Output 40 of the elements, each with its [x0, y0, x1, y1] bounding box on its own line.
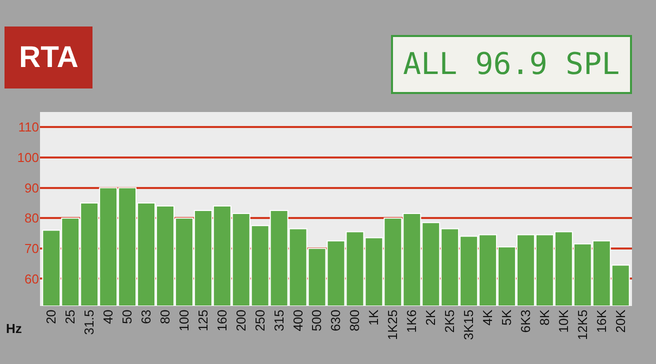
x-tick-label: 160: [214, 310, 230, 332]
x-tick-label: 2K5: [442, 310, 458, 333]
y-tick-label: 90: [24, 180, 39, 196]
x-tick-label: 25: [62, 310, 78, 324]
x-tick-label: 16K: [594, 309, 609, 333]
x-tick-label: 4K: [480, 309, 496, 326]
x-tick-label: 500: [309, 310, 324, 332]
text: ALL 96.9 SPL: [403, 47, 620, 82]
x-tick-label: 250: [252, 310, 268, 332]
x-tick-label: 200: [233, 310, 248, 332]
x-tick-label: 20K: [612, 309, 628, 333]
x-tick-label: 50: [120, 310, 135, 324]
x-tick-label: 2K: [423, 309, 438, 326]
x-tick-label: 1K: [366, 309, 382, 326]
x-tick-label: 12K5: [574, 310, 590, 340]
x-tick-label: 400: [290, 310, 306, 332]
x-tick-label: 31.5: [82, 310, 97, 335]
x-tick-label: 40: [100, 310, 116, 324]
x-tick-label: 100: [176, 310, 192, 332]
x-tick-label: 20: [44, 310, 59, 324]
y-tick-label: 110: [18, 120, 39, 135]
y-tick-label: 60: [24, 271, 39, 286]
x-tick-label: 630: [328, 310, 344, 332]
x-tick-label: 125: [195, 310, 210, 332]
x-tick-label: 80: [157, 310, 172, 324]
x-tick-label: 8K: [536, 309, 552, 326]
y-tick-label: 80: [24, 210, 39, 226]
x-tick-label: 3K15: [461, 310, 476, 340]
x-tick-label: 1K25: [385, 310, 400, 340]
x-tick-label: 10K: [556, 309, 571, 333]
y-tick-label: 70: [24, 240, 39, 256]
y-tick-label: 100: [17, 150, 39, 166]
x-axis-title: Hz: [6, 321, 22, 336]
x-tick-label: 1K6: [404, 310, 420, 333]
chart-title: RTA: [19, 41, 78, 74]
x-tick-label: 315: [271, 310, 286, 332]
x-tick-label: 6K3: [518, 310, 533, 333]
x-tick-label: 5K: [498, 309, 514, 326]
x-tick-label: 63: [138, 310, 154, 324]
x-tick-label: 800: [347, 310, 362, 332]
